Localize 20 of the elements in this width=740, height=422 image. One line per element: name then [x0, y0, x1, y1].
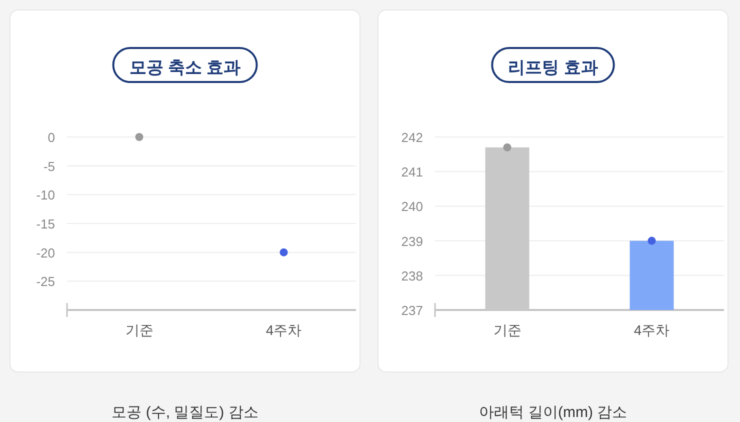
y-tick-label: 237 — [401, 303, 423, 318]
chart-title: 리프팅 효과 — [508, 58, 598, 77]
x-tick-label: 기준 — [125, 322, 154, 338]
y-tick-label: -25 — [36, 274, 55, 290]
x-tick-label: 기준 — [493, 322, 522, 338]
y-tick-label: 238 — [401, 268, 423, 284]
x-tick-label: 4주차 — [266, 322, 302, 338]
y-tick-label: -5 — [43, 158, 55, 174]
y-tick-label: 241 — [401, 164, 423, 180]
y-tick-label: -20 — [36, 245, 55, 260]
text: 모공 (수, 밀질도) 감소 — [112, 404, 258, 421]
y-tick-label: 0 — [48, 130, 55, 145]
y-tick-label: -15 — [36, 216, 55, 232]
y-tick-label: 240 — [401, 199, 423, 214]
chart-title: 모공 축소 효과 — [129, 58, 241, 77]
y-tick-label: -10 — [36, 188, 55, 203]
y-tick-label: 239 — [401, 234, 423, 249]
x-tick-label: 4주차 — [634, 322, 670, 338]
y-tick-label: 242 — [401, 130, 423, 145]
text: 아래턱 길이(mm) 감소 — [478, 404, 628, 421]
